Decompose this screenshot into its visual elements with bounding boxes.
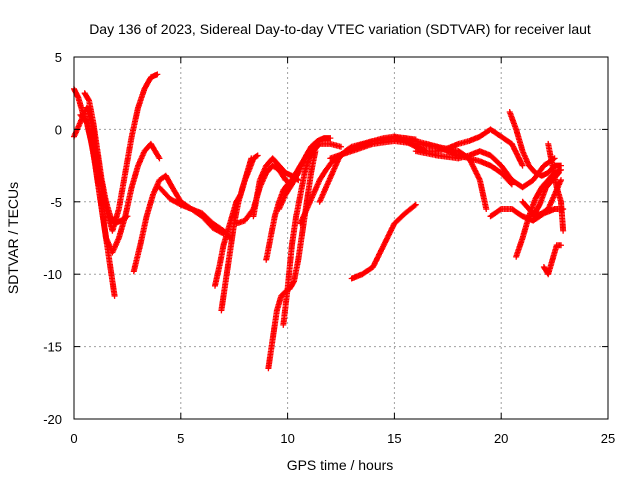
y-tick-label: -5 — [50, 195, 62, 210]
series-arc-28 — [545, 140, 567, 234]
x-tick-label: 25 — [601, 431, 615, 446]
x-tick-label: 5 — [177, 431, 184, 446]
data-point-markers — [348, 201, 419, 282]
x-tick-label: 10 — [280, 431, 294, 446]
series-arc-18 — [348, 201, 419, 282]
series-arc-27 — [540, 242, 565, 278]
series-arc-20 — [412, 148, 558, 191]
y-tick-label: 0 — [55, 122, 62, 137]
series-arc-4 — [81, 90, 131, 227]
series-arc-14 — [276, 135, 334, 212]
data-point-markers — [250, 155, 302, 220]
series-arc-19 — [391, 126, 526, 169]
y-tick-label: -20 — [43, 412, 62, 427]
data-point-markers — [423, 140, 515, 188]
chart-title: Day 136 of 2023, Sidereal Day-to-day VTE… — [89, 21, 591, 37]
y-tick-label: -10 — [43, 267, 62, 282]
data-point-markers — [327, 138, 490, 213]
series-arc-3 — [77, 111, 163, 256]
y-tick-label: -15 — [43, 340, 62, 355]
data-point-markers — [412, 148, 558, 191]
data-point-markers — [391, 126, 526, 169]
data-point-markers — [540, 242, 565, 278]
data-points — [71, 71, 567, 372]
data-point-markers — [265, 148, 319, 372]
ticks: 0 5 10 15 20 25 5 0 -5 -10 -15 -20 — [43, 50, 615, 446]
x-tick-label: 0 — [70, 431, 77, 446]
x-tick-label: 20 — [494, 431, 508, 446]
data-point-markers — [77, 111, 163, 256]
y-tick-label: 5 — [55, 50, 62, 65]
plot-frame — [73, 56, 609, 420]
data-point-markers — [545, 140, 567, 234]
series-arc-21 — [423, 140, 515, 188]
series-arc-12 — [265, 148, 319, 372]
grid — [74, 57, 608, 419]
data-point-markers — [280, 140, 344, 328]
series-arc-10 — [250, 155, 302, 220]
data-point-markers — [81, 90, 131, 227]
y-axis-title: SDTVAR / TECUs — [5, 182, 21, 294]
x-tick-label: 15 — [387, 431, 401, 446]
series-arc-17 — [327, 138, 490, 213]
series-arc-13 — [280, 140, 344, 328]
data-point-markers — [218, 155, 255, 314]
x-axis-title: GPS time / hours — [287, 457, 394, 473]
data-point-markers — [276, 135, 334, 212]
series-arc-8 — [218, 155, 255, 314]
